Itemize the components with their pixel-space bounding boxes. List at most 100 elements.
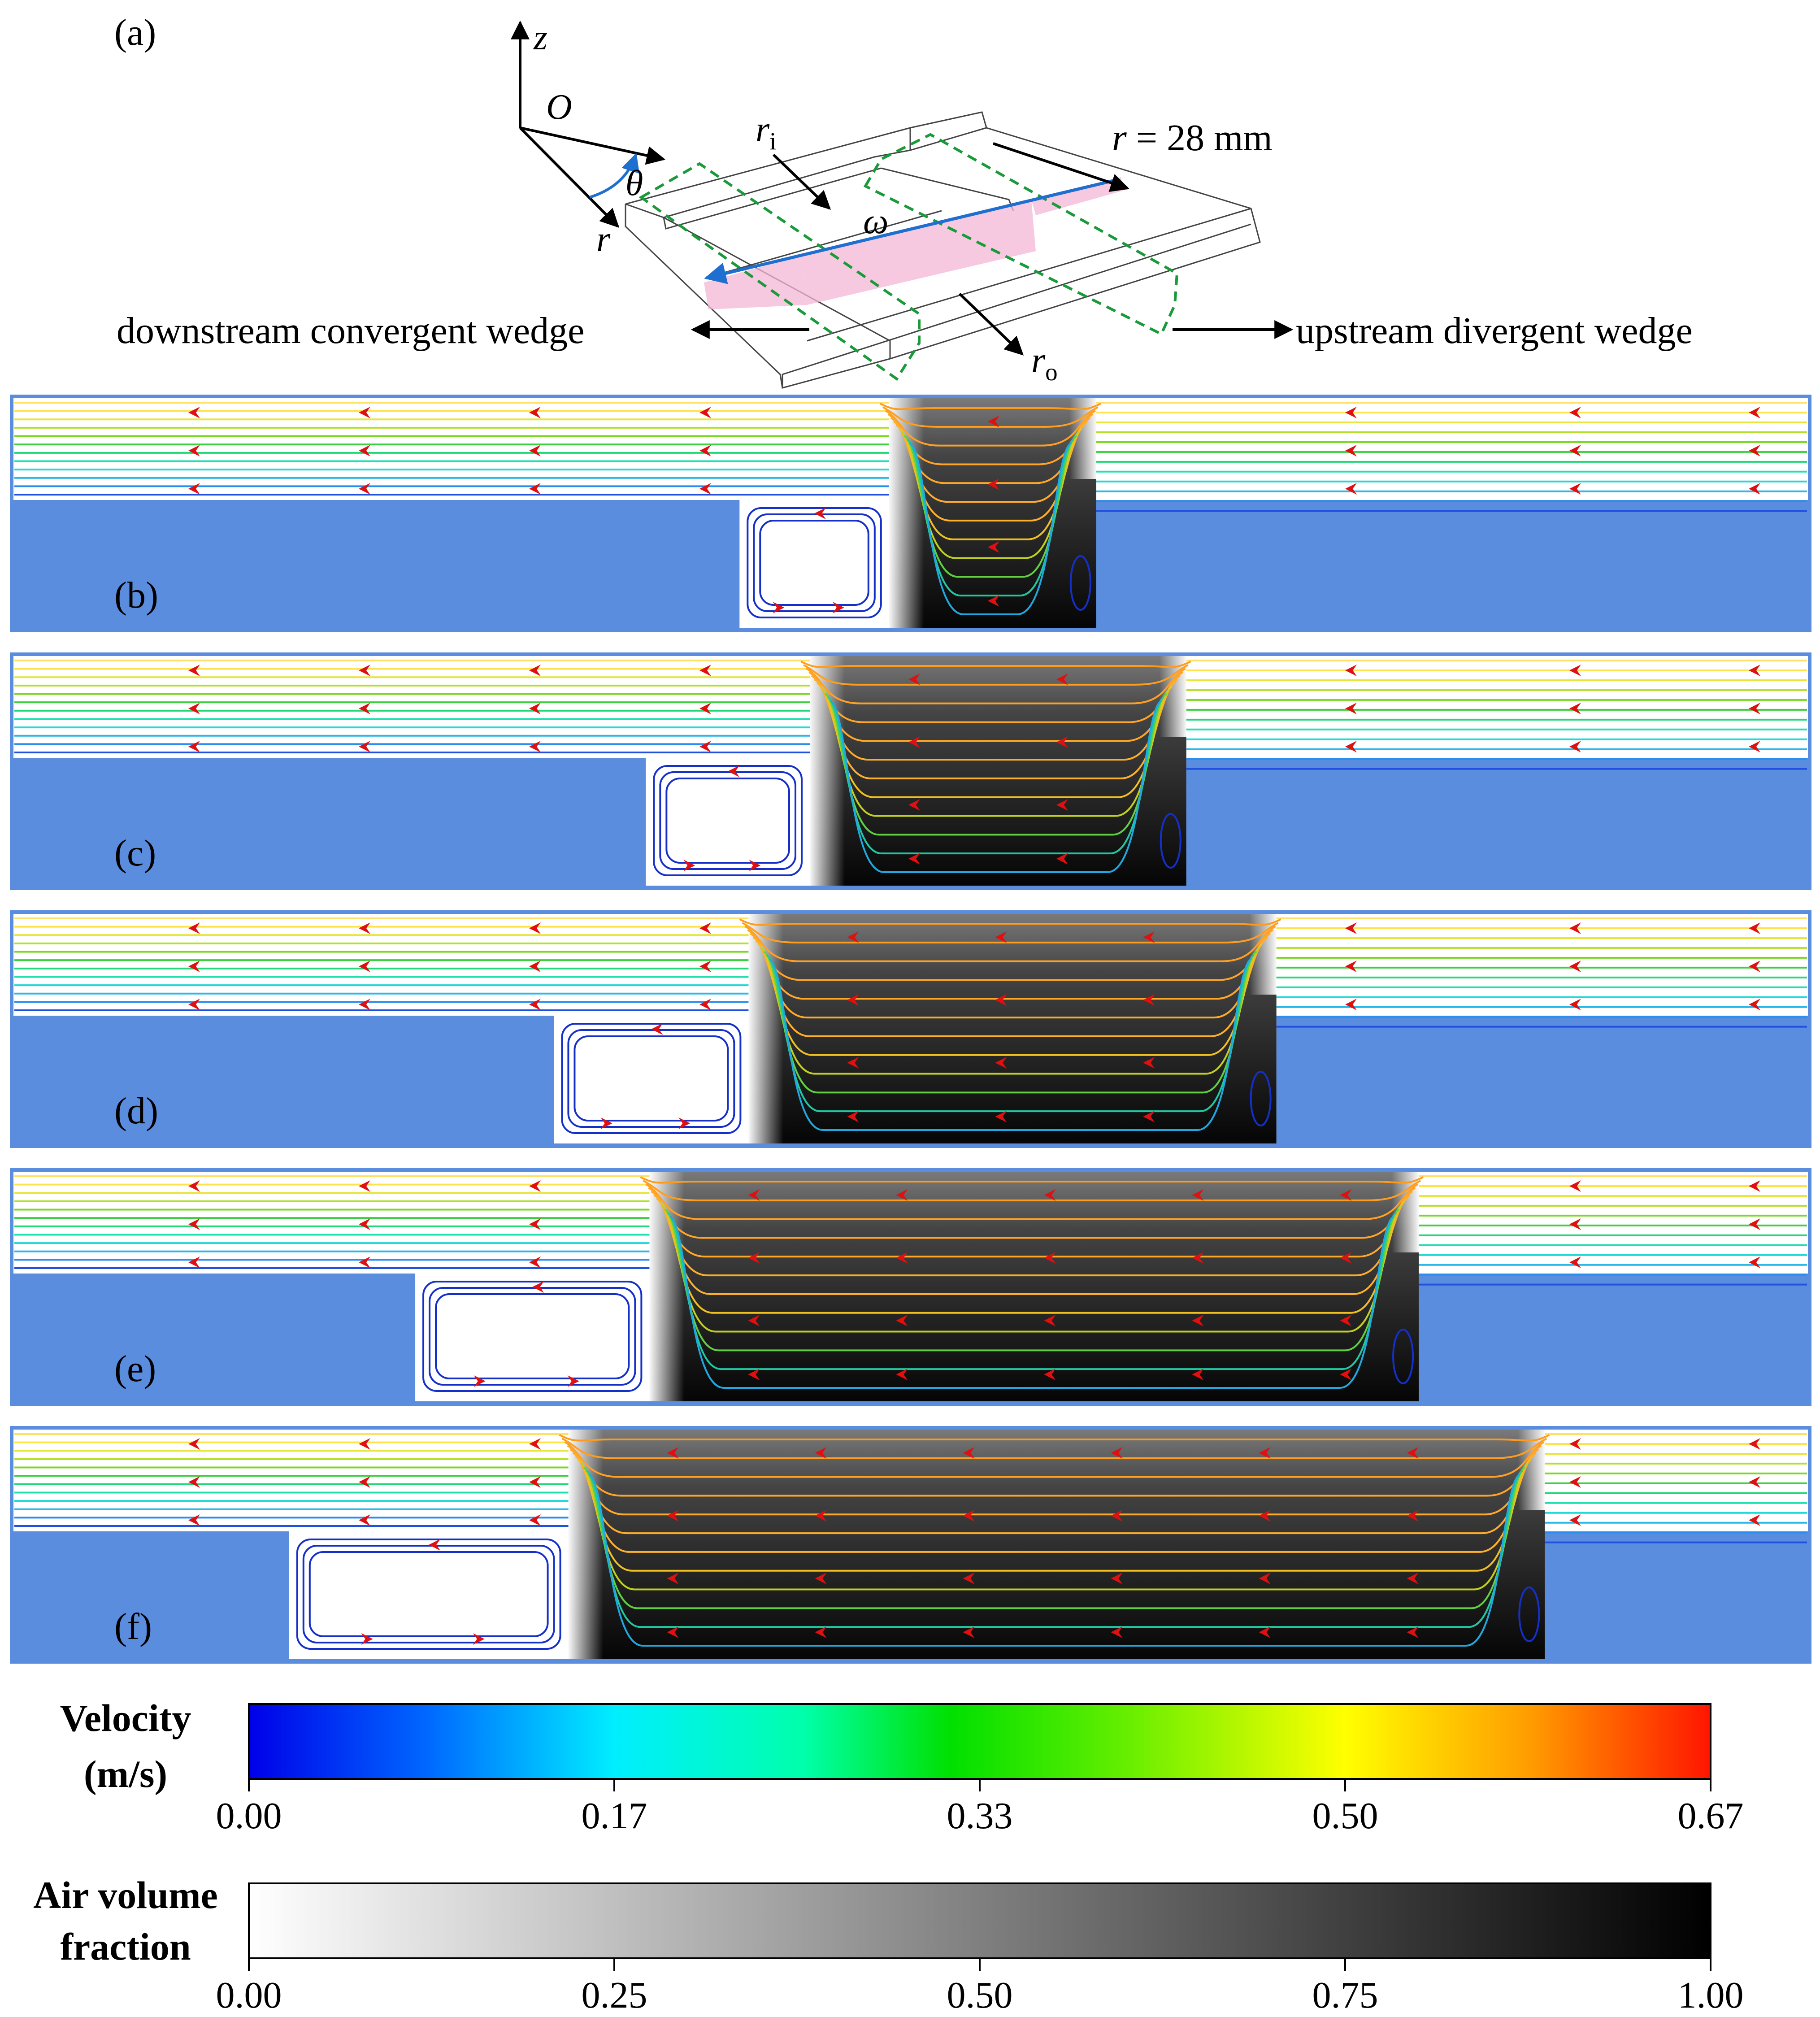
bubble-streamline [898, 428, 1082, 540]
radius-pointer [993, 142, 1129, 192]
colorbar-tick-label: 0.50 [1312, 1795, 1378, 1837]
ri-label: ri [756, 110, 776, 155]
r-axis-label: r [596, 220, 611, 259]
air-bubble [568, 1430, 1545, 1659]
colorbar-tick-label: 0.17 [582, 1795, 647, 1837]
flow-arrow [188, 999, 200, 1010]
bubble-streamline [758, 943, 1263, 1056]
flow-arrow [1056, 674, 1068, 685]
ro-pointer [958, 292, 1024, 356]
panel-label-a: (a) [114, 12, 156, 53]
vortex-streamline [567, 1029, 735, 1128]
flow-arrow [473, 1633, 485, 1645]
flow-arrow [896, 1369, 908, 1380]
panel-label: (f) [114, 1606, 152, 1648]
flow-arrow [529, 741, 541, 752]
flow-arrow [188, 741, 200, 752]
bubble-streamline [578, 1459, 1531, 1572]
bubble-streamline [803, 664, 1189, 686]
velocity-colorbar: Velocity (m/s) 0.00 0.17 0.33 0.50 0.67 [60, 1696, 1744, 1837]
bubble-streamline [669, 1216, 1394, 1389]
flow-arrow [908, 736, 920, 748]
flow-arrow [815, 1573, 827, 1584]
air-colorbar-gradient [248, 1882, 1711, 1959]
flow-arrow [188, 1180, 200, 1192]
bubble-streamline [643, 1180, 1421, 1201]
flow-arrow [987, 416, 999, 427]
flow-arrow [667, 1573, 679, 1584]
bubble-streamline [564, 1441, 1545, 1478]
flow-arrow [748, 1252, 760, 1264]
flow-arrow [1192, 1252, 1204, 1264]
panel-label: (e) [114, 1348, 156, 1390]
flow-arrow [1111, 1626, 1123, 1638]
flow-arrow [1345, 665, 1357, 676]
flow-arrow [1044, 1252, 1056, 1264]
flow-arrow [1407, 1573, 1419, 1584]
flow-arrow [908, 799, 920, 811]
flow-arrow [359, 483, 370, 495]
radius-value-label: r = 28 mm [1112, 117, 1273, 159]
omega-label: ω [863, 202, 888, 241]
flow-arrow [529, 1438, 541, 1450]
flow-arrow [1569, 741, 1581, 752]
vortex-streamline [429, 1287, 636, 1386]
flow-arrow [1345, 703, 1357, 714]
flow-arrow [995, 1057, 1007, 1069]
flow-arrow [847, 994, 859, 1006]
flow-arrow [600, 1117, 612, 1129]
ro-label: ro [1031, 341, 1058, 386]
flow-arrow [529, 703, 541, 714]
colorbar-tick-label: 0.75 [1312, 1974, 1378, 2016]
flow-arrow [963, 1573, 975, 1584]
flow-arrow [896, 1189, 908, 1201]
flow-arrow [699, 922, 711, 934]
vortex-streamline [435, 1293, 630, 1379]
bubble-streamline [824, 693, 1167, 836]
flow-arrow [773, 602, 785, 613]
edge-vortex [1160, 813, 1181, 869]
flow-arrow [359, 1218, 370, 1230]
flow-arrow [529, 1476, 541, 1488]
flow-arrow [1749, 1180, 1760, 1192]
flow-arrow [1749, 922, 1760, 934]
flow-arrow [1569, 922, 1581, 934]
flow-arrow [667, 1626, 679, 1638]
flow-arrow [1345, 407, 1357, 418]
flow-arrow [1259, 1510, 1271, 1521]
flow-arrow [567, 1375, 579, 1387]
flow-arrow [651, 1023, 663, 1035]
bubble-streamline [559, 1434, 1550, 1442]
flow-arrow [359, 1476, 370, 1488]
flow-arrow [188, 1438, 200, 1450]
flow-arrow [529, 1218, 541, 1230]
flow-arrow [1749, 999, 1760, 1010]
flow-arrow [699, 665, 711, 676]
colorbar-tick-label: 0.00 [216, 1974, 282, 2016]
flow-arrow [1749, 1514, 1760, 1526]
flow-arrow [1143, 1111, 1155, 1122]
bubble-streamline [819, 686, 1173, 798]
flow-arrow [188, 445, 200, 456]
velocity-title-line2: (m/s) [84, 1752, 167, 1795]
flow-arrow [699, 961, 711, 972]
edge-vortex [1250, 1071, 1272, 1126]
flow-arrow [1340, 1189, 1352, 1201]
flow-arrow [359, 1438, 370, 1450]
vortex-streamline [296, 1539, 561, 1650]
flow-arrow [987, 595, 999, 607]
flow-arrow [728, 765, 740, 777]
flow-arrow [815, 1626, 827, 1638]
flow-arrow [188, 407, 200, 418]
vortex-streamline [308, 1551, 549, 1637]
flow-arrow [1056, 736, 1068, 748]
flow-arrow [832, 602, 844, 613]
flow-arrow [1749, 1438, 1760, 1450]
vortex-streamline [665, 778, 790, 864]
flow-arrow [529, 445, 541, 456]
flow-arrow [963, 1447, 975, 1459]
flow-panel: (b) [10, 395, 1811, 632]
flow-arrow [359, 922, 370, 934]
bubble-streamline [744, 926, 1276, 962]
flow-arrow [1569, 407, 1581, 418]
